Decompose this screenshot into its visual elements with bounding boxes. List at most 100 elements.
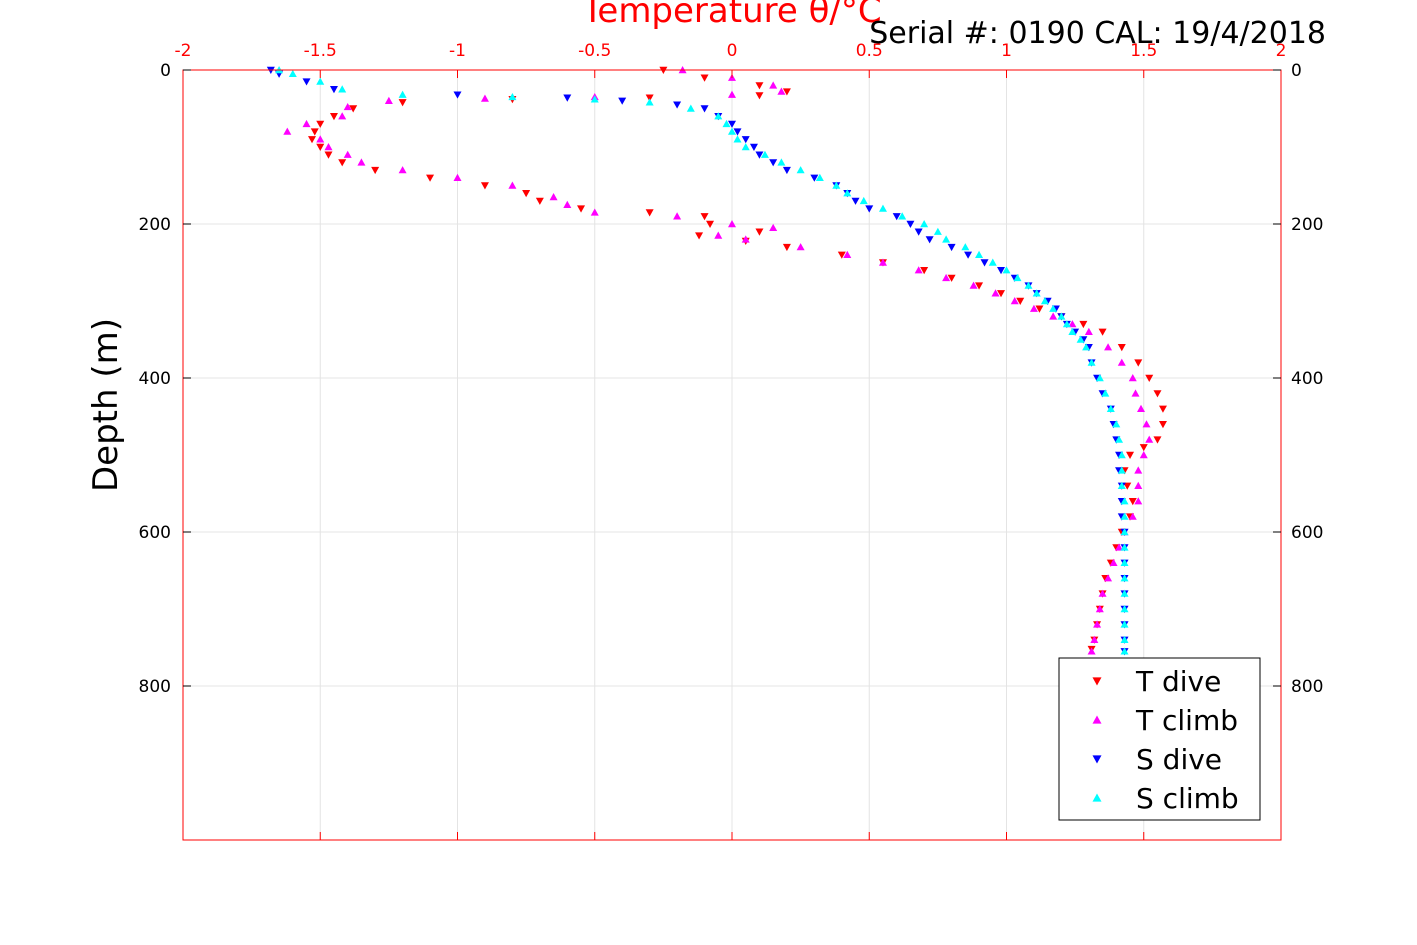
data-point: [1145, 374, 1154, 382]
data-point: [563, 200, 572, 208]
data-point: [961, 243, 970, 251]
x-tick-label: 1: [1001, 41, 1012, 61]
y-tick-label-right: 600: [1291, 523, 1323, 543]
x-tick-label: -1: [449, 41, 466, 61]
data-point: [1057, 312, 1066, 320]
data-point: [343, 102, 352, 111]
data-point: [549, 193, 558, 201]
y-axis-label: Depth (m): [86, 318, 126, 492]
y-tick-label-right: 400: [1291, 369, 1323, 389]
data-point: [1101, 389, 1110, 397]
data-point: [357, 158, 366, 166]
data-point: [343, 150, 352, 158]
data-point: [1040, 297, 1049, 305]
data-point: [991, 289, 1000, 297]
data-point: [741, 136, 750, 144]
data-point: [728, 120, 736, 128]
data-point: [453, 173, 462, 181]
data-point: [782, 243, 791, 252]
data-point: [760, 150, 769, 158]
data-point: [590, 208, 599, 216]
data-point: [398, 166, 407, 174]
data-point: [1032, 289, 1041, 297]
data-point: [892, 213, 901, 221]
data-point: [1093, 620, 1102, 628]
data-point: [618, 97, 627, 105]
data-point: [1120, 620, 1129, 628]
data-point: [722, 119, 731, 128]
data-point: [1120, 528, 1129, 536]
data-point: [728, 90, 736, 98]
data-point: [859, 196, 868, 205]
data-point: [695, 232, 704, 240]
y-tick-label-left: 800: [139, 677, 171, 697]
data-point: [1120, 574, 1129, 582]
data-point: [1098, 328, 1107, 336]
data-point: [914, 266, 923, 274]
data-point: [700, 105, 709, 113]
data-point: [324, 143, 333, 151]
data-point: [1068, 320, 1077, 328]
data-point: [769, 159, 778, 167]
data-point: [310, 128, 319, 136]
data-point: [1068, 327, 1077, 335]
y-tick-label-right: 0: [1291, 61, 1302, 81]
data-point: [920, 267, 929, 275]
data-point: [843, 250, 852, 258]
data-point: [1131, 389, 1140, 397]
data-point: [796, 166, 805, 174]
data-point: [1134, 466, 1143, 474]
x-tick-label: -1.5: [304, 41, 337, 61]
y-tick-label-left: 0: [160, 61, 171, 81]
data-point: [733, 128, 742, 136]
data-point: [1087, 647, 1096, 655]
data-point: [714, 112, 723, 120]
data-point: [1076, 335, 1085, 343]
data-point: [1128, 512, 1137, 520]
data-point: [733, 135, 742, 143]
legend-marker: [1092, 715, 1102, 724]
data-point: [714, 231, 723, 239]
data-point: [1128, 374, 1137, 382]
data-point: [906, 220, 915, 228]
data-point: [563, 94, 572, 102]
data-point: [1120, 497, 1129, 505]
data-point: [969, 281, 978, 289]
data-point: [837, 251, 846, 259]
x-tick-label: 2: [1276, 41, 1287, 61]
data-point: [942, 273, 951, 282]
data-point: [1084, 327, 1093, 335]
data-point: [769, 81, 778, 89]
data-point: [728, 127, 736, 135]
data-point: [920, 220, 929, 228]
data-point: [1117, 466, 1126, 474]
data-point: [1104, 574, 1113, 582]
data-point: [1117, 451, 1126, 459]
data-point: [522, 190, 531, 198]
data-point: [1095, 605, 1104, 613]
data-point: [782, 166, 791, 175]
data-point: [338, 159, 347, 167]
data-point: [1106, 404, 1115, 412]
data-point: [1002, 266, 1011, 274]
data-point: [288, 69, 297, 78]
data-point: [1145, 435, 1154, 443]
legend-label: S climb: [1136, 782, 1239, 815]
data-point: [1120, 589, 1129, 597]
data-point: [508, 181, 517, 189]
data-point: [796, 243, 805, 251]
data-point: [975, 250, 984, 258]
data-point: [577, 205, 586, 213]
series-s-climb: [275, 66, 1129, 655]
data-point: [1024, 281, 1033, 289]
data-point: [1087, 358, 1096, 366]
data-point: [755, 92, 764, 100]
data-point: [645, 94, 654, 102]
data-point: [508, 92, 517, 101]
data-point: [1158, 405, 1167, 413]
x-tick-label: 1.5: [1130, 41, 1157, 61]
data-point: [865, 205, 874, 213]
data-point: [1139, 444, 1148, 452]
